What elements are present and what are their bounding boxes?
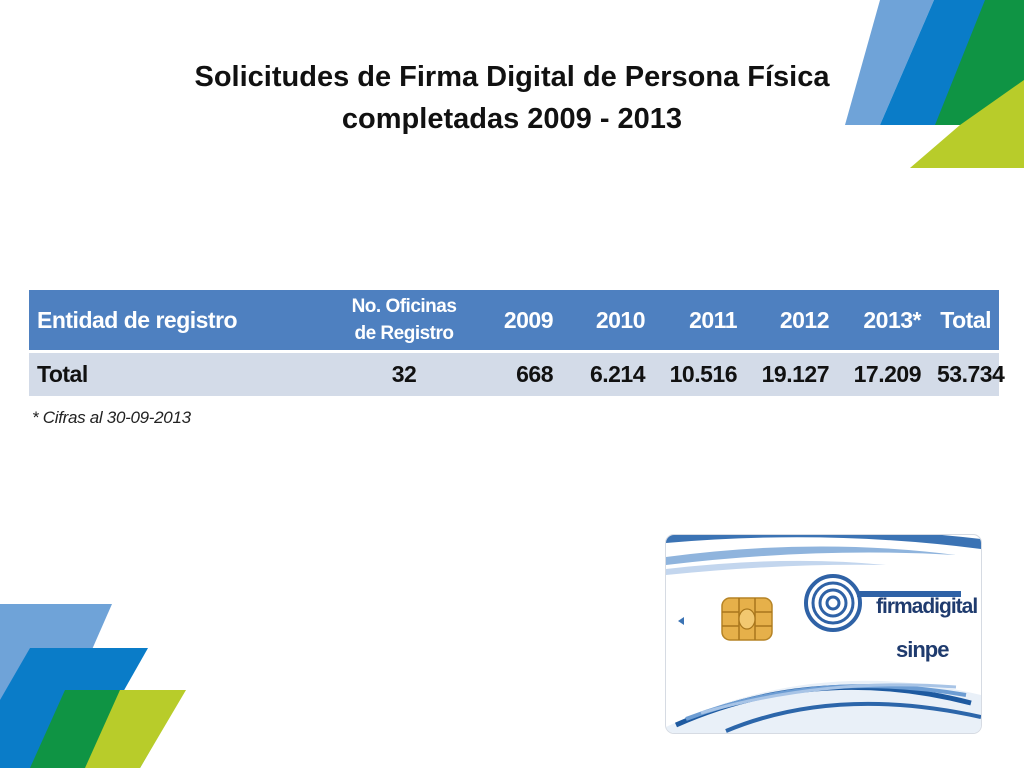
table-header-row: Entidad de registro No. Oficinas de Regi…: [29, 290, 999, 353]
cell-label: Total: [29, 351, 339, 396]
slide-title: Solicitudes de Firma Digital de Persona …: [100, 56, 924, 140]
card-artwork: [666, 535, 981, 733]
cell-2011: 10.516: [653, 351, 745, 396]
header-2010: 2010: [561, 290, 653, 353]
title-line-2: completadas 2009 - 2013: [341, 103, 683, 135]
card-brand-text: firmadigital: [876, 595, 978, 618]
title-line-1: Solicitudes de Firma Digital de Persona …: [194, 61, 830, 93]
footnote: * Cifras al 30-09-2013: [32, 408, 191, 427]
cell-total: 53.734: [929, 351, 1005, 396]
header-2012: 2012: [745, 290, 837, 353]
cell-2012: 19.127: [745, 351, 837, 396]
cell-2009: 668: [469, 351, 561, 396]
smart-card-chip-icon: [721, 597, 773, 641]
firma-digital-card-image: firmadigital sinpe: [665, 534, 982, 734]
header-entity: Entidad de registro: [29, 290, 339, 353]
card-issuer-text: sinpe: [896, 637, 949, 662]
cell-offices: 32: [339, 351, 469, 396]
header-2011: 2011: [653, 290, 745, 353]
header-offices-line-1: No. Oficinas: [351, 296, 457, 317]
table-row: Total 32 668 6.214 10.516 19.127 17.209 …: [29, 351, 1005, 396]
cell-2010: 6.214: [561, 351, 653, 396]
requests-table: Entidad de registro No. Oficinas de Regi…: [29, 290, 1005, 396]
header-total: Total: [929, 290, 999, 353]
fingerprint-key-logo-icon: [804, 574, 961, 632]
header-offices: No. Oficinas de Registro: [339, 290, 469, 353]
header-2009: 2009: [469, 290, 561, 353]
header-2013: 2013*: [837, 290, 929, 353]
header-offices-line-2: de Registro: [354, 323, 454, 344]
cell-2013: 17.209: [837, 351, 929, 396]
